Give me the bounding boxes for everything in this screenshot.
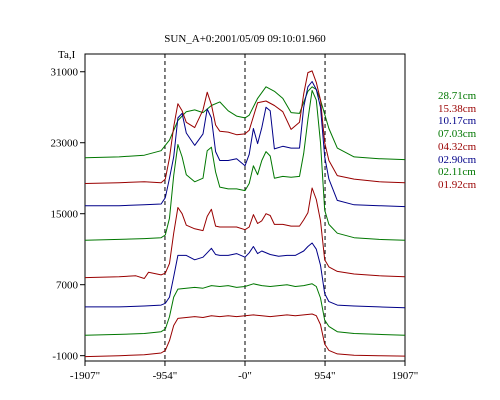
chart-title: SUN_A+0:2001/05/09 09:10:01.960 (164, 33, 326, 45)
y-tick-label: 31000 (51, 67, 79, 79)
legend-item: 07.03cm (438, 128, 477, 141)
legend-item: 04.32cm (438, 140, 477, 153)
y-tick-label: 7000 (56, 280, 79, 292)
y-tick-label: 15000 (51, 209, 79, 221)
series-line-04.32cm (84, 187, 406, 279)
legend: 28.71cm 15.38cm 10.17cm 07.03cm 04.32cm 02.90… (438, 90, 498, 192)
legend-item: 01.92cm (438, 178, 477, 191)
reference-lines (164, 54, 326, 361)
series-line-15.38cm (84, 70, 406, 184)
series-line-02.90cm (85, 242, 406, 309)
x-axis-ticks: -1907" -954" -0" 954" 1907" (70, 361, 418, 382)
legend-item: 28.71cm (438, 90, 477, 102)
x-tick-label: -954" (153, 370, 178, 382)
y-axis-label: Ta,I (58, 49, 76, 61)
legend-item: 10.17cm (438, 115, 477, 128)
series-line-28.71cm (84, 86, 406, 161)
x-tick-label: 1907" (392, 370, 419, 382)
series-line-07.03cm (84, 89, 406, 241)
x-tick-label: -0" (238, 370, 252, 382)
legend-item: 02.90cm (438, 153, 477, 166)
series-line-02.11cm (84, 283, 406, 336)
y-tick-label: 23000 (51, 138, 79, 150)
x-tick-label: 954" (315, 370, 336, 382)
y-axis-ticks: -1000 7000 15000 23000 31000 (51, 67, 85, 363)
y-tick-label: -1000 (52, 351, 78, 363)
x-tick-label: -1907" (70, 370, 100, 382)
legend-item: 15.38cm (438, 102, 477, 115)
series-lines (84, 70, 406, 358)
series-line-01.92cm (84, 313, 406, 358)
legend-item: 02.11cm (438, 166, 476, 179)
series-line-10.17cm (85, 81, 406, 208)
